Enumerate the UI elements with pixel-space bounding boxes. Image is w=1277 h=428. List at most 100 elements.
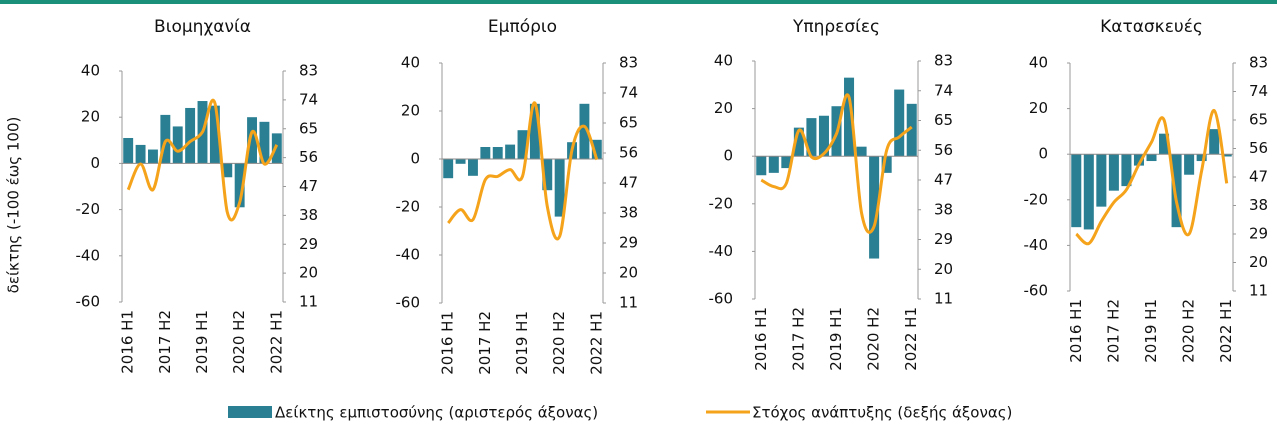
bar [1196, 154, 1207, 162]
y-tick-label: 20 [401, 102, 420, 120]
bar [1209, 129, 1220, 155]
bar [906, 103, 917, 157]
y2-tick-label: 20 [619, 264, 638, 282]
bar [492, 147, 503, 159]
y2-tick-label: 38 [619, 204, 638, 222]
y-tick-label: -40 [76, 246, 101, 264]
y2-tick-label: 47 [1249, 168, 1268, 186]
x-tick-label: 2019 H1 [1142, 299, 1160, 363]
y2-tick-label: 29 [934, 230, 953, 248]
legend-swatch-bar [228, 406, 272, 418]
bar [1083, 154, 1094, 230]
x-tick-label: 2020 H2 [550, 311, 568, 375]
top-rule [0, 0, 1277, 4]
y-tick-label: -60 [76, 293, 101, 311]
y2-tick-label: 65 [934, 111, 953, 129]
bar [1159, 133, 1170, 155]
y-tick-label: -60 [396, 294, 421, 312]
y2-tick-label: 65 [1249, 111, 1268, 129]
bar [768, 156, 779, 173]
bar [443, 159, 454, 179]
line [1075, 108, 1229, 246]
y-tick-label: -20 [1024, 190, 1049, 208]
legend-label: Δείκτης εμπιστοσύνης (αριστερός άξονας) [275, 404, 598, 422]
bar [247, 117, 257, 164]
y2-tick-label: 47 [934, 171, 953, 189]
y-tick-label: -40 [709, 242, 734, 260]
bar [856, 146, 867, 157]
panel-title: Υπηρεσίες [792, 17, 880, 37]
bar [259, 121, 270, 164]
bar [1108, 154, 1119, 191]
x-tick-label: 2020 H2 [865, 307, 883, 371]
y-tick-label: 0 [1038, 145, 1048, 163]
y2-tick-label: 47 [619, 174, 638, 192]
panel-title: Βιομηχανία [154, 17, 251, 37]
x-tick-label: 2017 H2 [156, 310, 174, 374]
bar [135, 144, 146, 164]
y-tick-label: -40 [396, 246, 421, 264]
bar [234, 163, 245, 208]
bar [517, 130, 528, 159]
bar [793, 127, 804, 157]
y2-tick-label: 11 [934, 290, 953, 308]
y-axis-label: δείκτης (-100 έως 100) [5, 117, 23, 294]
line [447, 101, 599, 241]
x-tick-label: 2016 H1 [439, 311, 457, 375]
y2-tick-label: 56 [1249, 139, 1268, 157]
x-tick-label: 2022 H1 [902, 307, 920, 371]
bar [554, 159, 565, 217]
y2-tick-label: 56 [619, 144, 638, 162]
line [126, 98, 279, 222]
y-tick-label: 40 [714, 52, 733, 70]
y2-tick-label: 38 [299, 206, 318, 224]
y2-tick-label: 47 [299, 177, 318, 195]
bar [894, 89, 905, 157]
bar [1071, 154, 1082, 228]
bar [542, 159, 553, 191]
bar [844, 77, 855, 157]
y2-tick-label: 74 [619, 84, 638, 102]
bar [1184, 154, 1195, 175]
bar [1171, 154, 1182, 228]
y-tick-label: -60 [1024, 282, 1049, 300]
bar [455, 159, 466, 164]
bar [756, 156, 767, 176]
bar [505, 144, 516, 159]
y2-tick-label: 65 [299, 119, 318, 137]
x-tick-label: 2016 H1 [1067, 299, 1085, 363]
y-tick-label: 40 [401, 54, 420, 72]
bar [1096, 154, 1107, 207]
x-tick-label: 2022 H1 [267, 310, 285, 374]
line [760, 93, 913, 234]
y2-tick-label: 83 [1249, 54, 1268, 72]
y2-tick-label: 20 [299, 264, 318, 282]
x-tick-label: 2019 H1 [193, 310, 211, 374]
y2-tick-label: 74 [934, 81, 953, 99]
bar [1133, 154, 1144, 166]
y2-tick-label: 11 [619, 294, 638, 312]
y-tick-label: -20 [396, 198, 421, 216]
y-tick-label: 40 [1029, 54, 1048, 72]
y-tick-label: -20 [709, 194, 734, 212]
bar [1221, 154, 1232, 157]
y2-tick-label: 11 [1249, 282, 1268, 300]
x-tick-label: 2022 H1 [1217, 299, 1235, 363]
y2-tick-label: 74 [299, 90, 318, 108]
bar [529, 103, 540, 159]
x-tick-label: 2016 H1 [119, 310, 137, 374]
bar [148, 149, 158, 164]
y2-tick-label: 20 [1249, 253, 1268, 271]
x-tick-label: 2017 H2 [1104, 299, 1122, 363]
bar [781, 156, 792, 169]
x-tick-label: 2017 H2 [789, 307, 807, 371]
panel-title: Κατασκευές [1100, 17, 1203, 37]
bar [881, 156, 892, 173]
x-tick-label: 2019 H1 [827, 307, 845, 371]
y2-tick-label: 11 [299, 293, 318, 311]
y2-tick-label: 65 [619, 114, 638, 132]
x-tick-label: 2022 H1 [587, 311, 605, 375]
y2-tick-label: 74 [1249, 82, 1268, 100]
y2-tick-label: 83 [934, 52, 953, 70]
bar [1146, 154, 1157, 162]
